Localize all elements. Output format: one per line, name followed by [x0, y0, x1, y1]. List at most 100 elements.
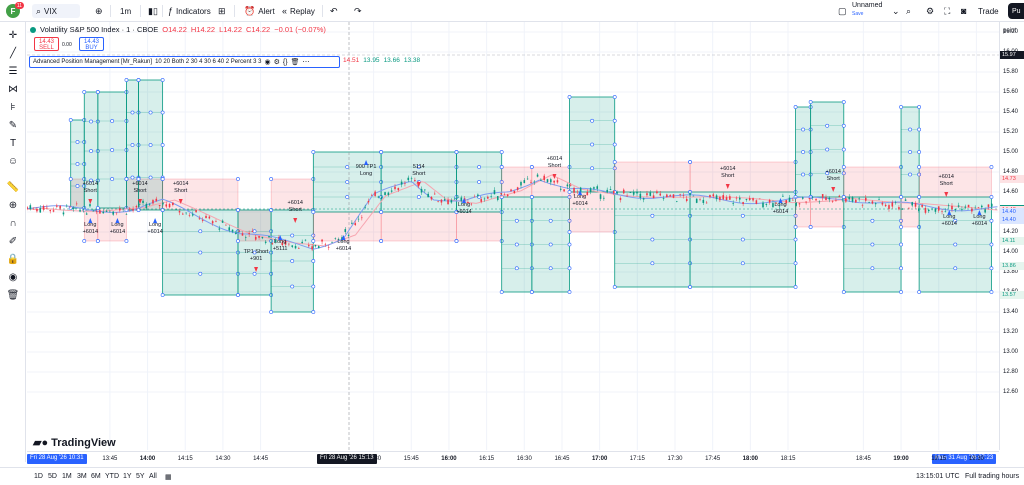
range-1d-button[interactable]: 1D [34, 473, 43, 480]
eye-icon[interactable]: ◉ [8, 271, 18, 283]
price-tick-label: 14.20 [1003, 229, 1019, 235]
time-tick-label: 17:45 [705, 456, 721, 462]
position-handle [68, 118, 73, 122]
brush-tool-icon[interactable]: ✎ [8, 119, 18, 131]
drawing-toolbar: ✛ ╱ ☰ ⋈ ⊧ ✎ T ☺ 📏 ⊕ ∩ ✐ 🔒 ◉ 🗑 [0, 22, 26, 462]
candle-body [566, 184, 569, 187]
range-all-button[interactable]: All [149, 473, 157, 480]
bottom-toolbar: 1D 5D 1M 3M 6M YTD 1Y 5Y All ▦ 13:15:01 … [0, 467, 1024, 485]
trade-label: Long [943, 214, 955, 220]
candle-body [105, 210, 108, 212]
candle-body [175, 209, 177, 210]
templates-button[interactable]: ⊞ [218, 4, 226, 18]
time-tick-label: 16:15 [479, 456, 495, 462]
emoji-tool-icon[interactable]: ☺ [7, 155, 19, 167]
redo-button[interactable]: ↷ [354, 4, 362, 18]
indicators-button[interactable]: ƒ Indicators [168, 5, 211, 16]
range-6m-button[interactable]: 6M [91, 473, 101, 480]
candle-body [27, 206, 28, 209]
layout-name[interactable]: Unnamed Save [852, 2, 883, 17]
gear-icon[interactable]: ⚙ [273, 59, 280, 66]
trend-line-tool-icon[interactable]: ╱ [9, 47, 17, 59]
text-tool-icon[interactable]: T [9, 137, 17, 149]
utc-clock[interactable]: 13:15:01 UTC [916, 473, 960, 480]
buy-button[interactable]: 14.43 BUY [79, 37, 104, 51]
trash-icon[interactable]: 🗑 [290, 59, 300, 66]
position-handle [825, 147, 830, 152]
candle-body [301, 241, 303, 244]
crosshair-tool-icon[interactable]: ✛ [8, 29, 18, 41]
layout-button[interactable]: ▢ [838, 4, 847, 18]
search-icon: ⌕ [906, 5, 912, 16]
zoom-in-icon[interactable]: ⊕ [8, 199, 18, 211]
magnet-icon[interactable]: ∩ [9, 217, 17, 229]
snapshot-button[interactable]: ◙ [961, 4, 966, 18]
date-range-calendar-icon[interactable]: ▦ [165, 474, 172, 481]
time-tick-label: 19:00 [893, 456, 909, 462]
eye-icon[interactable]: ◉ [264, 59, 271, 66]
trade-label: Long [973, 214, 985, 220]
replay-button[interactable]: « Replay [282, 5, 315, 16]
candle-body [705, 202, 708, 204]
trade-button[interactable]: Trade [978, 6, 999, 16]
range-1y-button[interactable]: 1Y [123, 473, 132, 480]
fib-tool-icon[interactable]: ☰ [8, 65, 18, 77]
trash-icon[interactable]: 🗑 [6, 289, 20, 301]
time-tick-label: 16:45 [554, 456, 570, 462]
more-icon[interactable]: ⋯ [302, 59, 310, 66]
undo-button[interactable]: ↶ [330, 4, 338, 18]
settings-button[interactable]: ⚙ [926, 4, 934, 18]
quick-search-button[interactable]: ⌕ [906, 4, 911, 18]
alert-button[interactable]: ⏰ Alert [244, 5, 275, 16]
position-handle [841, 100, 846, 104]
interval-button[interactable]: 1m [120, 6, 132, 16]
range-ytd-button[interactable]: YTD [105, 473, 119, 480]
long-entry-arrow-icon [115, 218, 120, 223]
candle-body [765, 204, 768, 205]
lock-icon[interactable]: 🔒 [6, 253, 20, 265]
time-axis[interactable]: Fri 28 Aug '26 10:31 Fri 28 Aug '26 15:1… [27, 451, 999, 465]
indicator-legend[interactable]: Advanced Position Management [Mr_Rakun] … [29, 56, 340, 68]
publish-button[interactable]: Pu [1008, 3, 1024, 19]
range-3m-button[interactable]: 3M [77, 473, 87, 480]
short-entry-arrow-icon [88, 199, 93, 204]
session-selector[interactable]: Full trading hours [965, 473, 1020, 480]
candle-body [85, 213, 88, 215]
position-handle [989, 290, 994, 294]
candle-body [291, 245, 294, 247]
position-handle [499, 165, 504, 169]
range-1m-button[interactable]: 1M [62, 473, 72, 480]
price-axis[interactable]: point 16.2016.0015.8015.6015.4015.2015.0… [999, 22, 1024, 450]
trade-label: +6014 [972, 221, 987, 227]
candle-body [881, 202, 884, 205]
layout-menu-button[interactable]: ⌄ [892, 4, 900, 18]
candle-body [613, 190, 615, 194]
range-5d-button[interactable]: 5D [48, 473, 57, 480]
price-tick-label: 16.20 [1003, 29, 1019, 35]
chart-pane[interactable]: +6014 Short Long +6014 Long +6014 +6014 Short Lo… [27, 22, 999, 450]
candle-body [894, 202, 897, 203]
position-handle [567, 230, 572, 234]
trade-label: +6014 [572, 201, 587, 207]
fullscreen-button[interactable]: ⛶ [944, 4, 950, 18]
compare-symbol-button[interactable]: ⊕ [95, 4, 103, 18]
source-code-icon[interactable]: {} [282, 58, 288, 66]
range-5y-button[interactable]: 5Y [136, 473, 145, 480]
ruler-tool-icon[interactable]: 📏 [6, 181, 20, 193]
stay-drawing-icon[interactable]: ✐ [8, 235, 18, 247]
projection-tool-icon[interactable]: ⊧ [10, 101, 16, 113]
gear-icon: ⚙ [926, 5, 935, 16]
position-handle [136, 177, 141, 181]
position-stop-zone [689, 161, 796, 193]
chart-type-button[interactable]: ▮▯ [148, 4, 158, 18]
chart-canvas[interactable]: +6014ShortLong+6014Long+6014+6014ShortLo… [27, 22, 999, 450]
position-handle [567, 266, 572, 271]
candle-body [715, 195, 718, 200]
candle-body [599, 194, 602, 199]
indicator-value: 13.66 [383, 57, 400, 64]
pattern-tool-icon[interactable]: ⋈ [8, 83, 18, 95]
trade-label: Short [289, 207, 303, 213]
sell-button[interactable]: 14.43 SELL [34, 37, 59, 51]
symbol-search[interactable]: ⌕ VIX [32, 4, 80, 18]
